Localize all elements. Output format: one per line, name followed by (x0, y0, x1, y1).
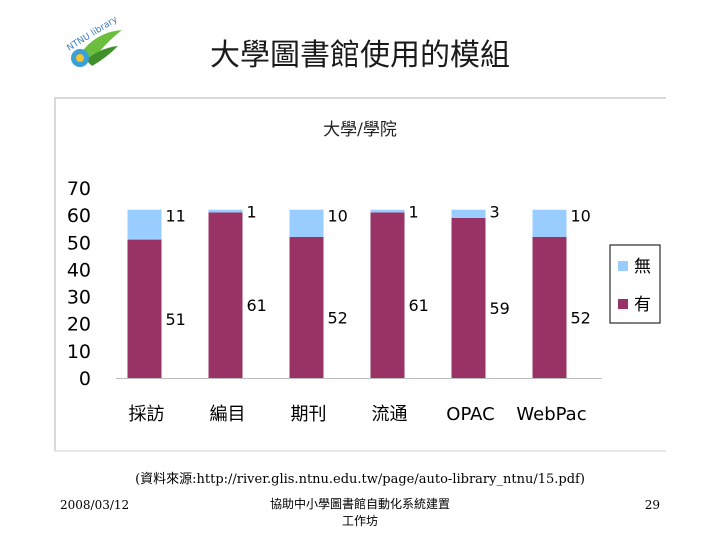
data-label: 1 (247, 203, 257, 222)
data-label: 11 (166, 207, 186, 226)
data-label: 52 (571, 308, 591, 327)
y-tick-label: 50 (67, 232, 91, 254)
page-number: 29 (644, 498, 660, 512)
data-label: 59 (490, 299, 510, 318)
data-label: 1 (409, 203, 419, 222)
library-logo: NTNU library (60, 14, 132, 76)
y-tick-label: 10 (67, 341, 91, 363)
x-tick-label: 編目 (210, 404, 246, 425)
x-tick-label: 採訪 (129, 404, 165, 425)
footer-line-2: 工作坊 (341, 514, 378, 528)
bar-segment-有 (289, 236, 324, 378)
footer-workshop-title: 協助中小學圖書館自動化系統建置 工作坊 (240, 496, 480, 530)
bar-segment-無 (370, 209, 405, 213)
bar-segment-無 (451, 209, 486, 218)
data-label: 51 (166, 310, 186, 329)
data-label: 10 (571, 207, 591, 226)
slide-title: 大學圖書館使用的模組 (210, 38, 510, 73)
chart-frame: 大學/學院 0 10 20 30 40 50 60 70 51 11 採訪 61 1 編目 52 10 期刊 61 1… (54, 97, 666, 452)
x-tick-label: 流通 (372, 404, 408, 425)
bar-segment-有 (451, 217, 486, 378)
footer-line-1: 協助中小學圖書館自動化系統建置 (269, 497, 450, 511)
y-tick-label: 30 (67, 287, 91, 309)
data-label: 10 (328, 207, 348, 226)
bar-segment-有 (370, 212, 405, 378)
legend-swatch (618, 299, 628, 309)
bar-segment-無 (532, 209, 567, 237)
y-tick-label: 20 (67, 314, 91, 336)
legend-label: 無 (634, 257, 651, 277)
x-tick-label: OPAC (446, 404, 494, 425)
source-citation: (資料來源:http://river.glis.ntnu.edu.tw/page… (135, 472, 585, 487)
chart-title: 大學/學院 (323, 120, 397, 140)
bar-segment-無 (289, 209, 324, 237)
y-tick-label: 0 (79, 368, 91, 390)
legend-swatch (618, 261, 628, 271)
x-tick-label: WebPac (516, 404, 586, 425)
data-label: 61 (247, 296, 267, 315)
y-tick-label: 60 (67, 205, 91, 227)
stacked-bar-chart: 大學/學院 0 10 20 30 40 50 60 70 51 11 採訪 61 1 編目 52 10 期刊 61 1… (67, 120, 661, 425)
data-label: 52 (328, 308, 348, 327)
bar-segment-無 (208, 209, 243, 213)
bar-segment-無 (127, 209, 162, 240)
footer-date: 2008/03/12 (60, 498, 130, 512)
y-tick-label: 40 (67, 259, 91, 281)
data-label: 61 (409, 296, 429, 315)
bar-segment-有 (532, 236, 567, 378)
bar-segment-有 (208, 212, 243, 378)
y-tick-label: 70 (67, 178, 91, 200)
data-label: 3 (490, 203, 500, 222)
x-tick-label: 期刊 (291, 404, 327, 425)
legend-label: 有 (634, 295, 651, 315)
legend-box (609, 244, 661, 324)
bar-segment-有 (127, 239, 162, 378)
